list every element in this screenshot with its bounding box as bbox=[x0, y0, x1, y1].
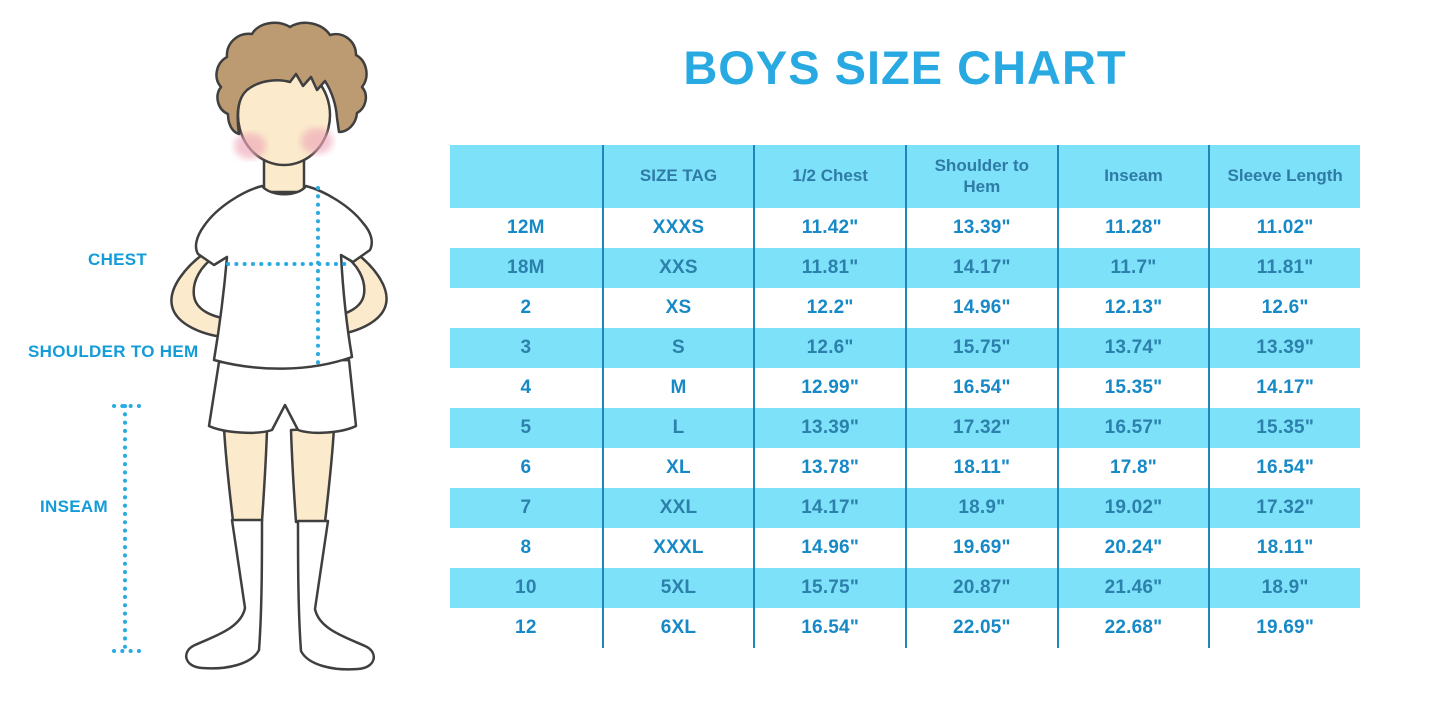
table-cell: S bbox=[601, 328, 754, 368]
size-row-label: 12 bbox=[450, 608, 602, 648]
table-cell: 11.42" bbox=[753, 208, 905, 248]
table-cell: 18.11" bbox=[1208, 528, 1360, 568]
table-cell: 16.54" bbox=[753, 608, 905, 648]
size-row-label: 2 bbox=[450, 288, 602, 328]
table-cell: 13.39" bbox=[1208, 328, 1360, 368]
table-cell: 19.02" bbox=[1056, 488, 1209, 528]
table-cell: 12.2" bbox=[753, 288, 905, 328]
table-cell: 17.8" bbox=[1056, 448, 1209, 488]
chest-label: CHEST bbox=[88, 250, 148, 269]
column-header: 1/2 Chest bbox=[753, 145, 905, 208]
table-cell: 18.9" bbox=[905, 488, 1057, 528]
table-cell: 16.54" bbox=[1208, 448, 1360, 488]
table-cell: 20.87" bbox=[905, 568, 1057, 608]
column-header: Inseam bbox=[1056, 145, 1209, 208]
table-cell: 18.9" bbox=[1208, 568, 1360, 608]
table-cell: 14.17" bbox=[753, 488, 905, 528]
table-cell: 12.13" bbox=[1056, 288, 1209, 328]
shorts-shape bbox=[207, 358, 358, 435]
table-cell: 15.35" bbox=[1056, 368, 1209, 408]
table-cell: 12.6" bbox=[1208, 288, 1360, 328]
size-row-label: 5 bbox=[450, 408, 602, 448]
table-cell: 19.69" bbox=[905, 528, 1057, 568]
left-cheek-blush bbox=[234, 133, 266, 159]
table-cell: 17.32" bbox=[1208, 488, 1360, 528]
size-table: SIZE TAG 1/2 Chest Shoulder to Hem Inseam Sl… bbox=[450, 145, 1360, 648]
size-row-label: 7 bbox=[450, 488, 602, 528]
table-cell: 11.81" bbox=[1208, 248, 1360, 288]
table-cell: L bbox=[601, 408, 754, 448]
left-sock-shape bbox=[185, 518, 264, 670]
table-cell: 12.6" bbox=[753, 328, 905, 368]
right-cheek-blush bbox=[301, 128, 333, 154]
table-cell: XXXL bbox=[601, 528, 754, 568]
table-cell: 17.32" bbox=[905, 408, 1057, 448]
boy-figure-illustration bbox=[112, 21, 388, 671]
table-cell: 15.35" bbox=[1208, 408, 1360, 448]
table-cell: 15.75" bbox=[905, 328, 1057, 368]
right-sock-shape bbox=[296, 519, 375, 671]
right-leg-shape bbox=[289, 426, 336, 524]
size-row-label: 4 bbox=[450, 368, 602, 408]
left-leg-shape bbox=[222, 426, 269, 523]
column-header: SIZE TAG bbox=[601, 145, 754, 208]
table-cell: 14.96" bbox=[753, 528, 905, 568]
table-cell: XL bbox=[601, 448, 754, 488]
table-cell: 11.28" bbox=[1056, 208, 1209, 248]
table-cell: XXS bbox=[601, 248, 754, 288]
column-header-empty bbox=[450, 145, 602, 208]
table-cell: 5XL bbox=[601, 568, 754, 608]
table-cell: 13.74" bbox=[1056, 328, 1209, 368]
table-cell: 21.46" bbox=[1056, 568, 1209, 608]
table-cell: 18.11" bbox=[905, 448, 1057, 488]
table-cell: XXXS bbox=[601, 208, 754, 248]
table-cell: XXL bbox=[601, 488, 754, 528]
table-cell: 16.54" bbox=[905, 368, 1057, 408]
size-row-label: 8 bbox=[450, 528, 602, 568]
page-title: BOYS SIZE CHART bbox=[683, 41, 1127, 94]
table-cell: 11.81" bbox=[753, 248, 905, 288]
table-cell: 13.39" bbox=[905, 208, 1057, 248]
table-cell: 15.75" bbox=[753, 568, 905, 608]
size-row-label: 18M bbox=[450, 248, 602, 288]
hair-shape bbox=[215, 21, 368, 136]
table-cell: 11.02" bbox=[1208, 208, 1360, 248]
table-cell: 12.99" bbox=[753, 368, 905, 408]
size-row-label: 3 bbox=[450, 328, 602, 368]
table-cell: 16.57" bbox=[1056, 408, 1209, 448]
column-header: Shoulder to Hem bbox=[905, 145, 1057, 208]
table-cell: 20.24" bbox=[1056, 528, 1209, 568]
table-cell: 11.7" bbox=[1056, 248, 1209, 288]
table-cell: M bbox=[601, 368, 754, 408]
size-row-label: 10 bbox=[450, 568, 602, 608]
inseam-label: INSEAM bbox=[40, 497, 108, 516]
table-cell: 22.05" bbox=[905, 608, 1057, 648]
tshirt-shape bbox=[194, 184, 373, 370]
table-cell: 22.68" bbox=[1056, 608, 1209, 648]
table-cell: 14.96" bbox=[905, 288, 1057, 328]
size-row-label: 6 bbox=[450, 448, 602, 488]
table-cell: 13.78" bbox=[753, 448, 905, 488]
table-cell: 19.69" bbox=[1208, 608, 1360, 648]
table-cell: 14.17" bbox=[1208, 368, 1360, 408]
table-cell: XS bbox=[601, 288, 754, 328]
table-cell: 6XL bbox=[601, 608, 754, 648]
table-cell: 13.39" bbox=[753, 408, 905, 448]
size-row-label: 12M bbox=[450, 208, 602, 248]
table-cell: 14.17" bbox=[905, 248, 1057, 288]
shoulder-to-hem-label: SHOULDER TO HEM bbox=[28, 342, 199, 361]
column-header: Sleeve Length bbox=[1208, 145, 1360, 208]
